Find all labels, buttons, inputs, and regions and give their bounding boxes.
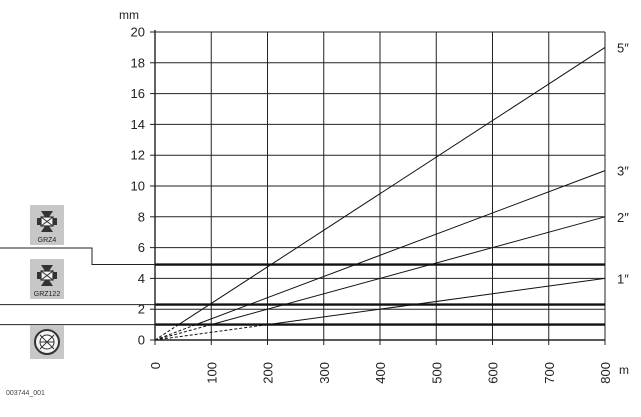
x-tick-label: 300 bbox=[317, 362, 332, 384]
prism-side bbox=[37, 272, 41, 279]
x-tick-label: 400 bbox=[373, 362, 388, 384]
y-tick-label: 2 bbox=[138, 302, 145, 317]
series-line-dashed bbox=[154, 324, 212, 341]
prism-base bbox=[41, 226, 53, 232]
series-line-dashed bbox=[154, 324, 268, 341]
grid bbox=[155, 31, 606, 340]
y-tick-label: 0 bbox=[138, 333, 145, 348]
y-tick-label: 16 bbox=[131, 86, 145, 101]
series-line bbox=[195, 170, 606, 326]
prism-grz4-icon: GRZ4 bbox=[30, 205, 64, 245]
y-tick-label: 10 bbox=[131, 179, 145, 194]
prism-side bbox=[53, 272, 57, 279]
y-tick-label: 8 bbox=[138, 209, 145, 224]
prism-side bbox=[53, 218, 57, 225]
x-tick-label: 700 bbox=[542, 362, 557, 384]
y-axis-label: mm bbox=[119, 8, 139, 22]
prism-base bbox=[41, 280, 53, 286]
axes bbox=[150, 30, 606, 345]
figure-id: 003744_001 bbox=[6, 390, 45, 397]
series-label: 1″ bbox=[617, 271, 629, 286]
x-tick-label: 600 bbox=[486, 362, 501, 384]
series-lines bbox=[154, 46, 606, 341]
prism-cross bbox=[40, 270, 54, 281]
round-prism-icon bbox=[30, 325, 64, 359]
series-line bbox=[211, 216, 606, 326]
series-line bbox=[178, 46, 606, 326]
y-tick-label: 12 bbox=[131, 148, 145, 163]
y-tick-label: 20 bbox=[131, 25, 145, 40]
x-tick-label: 0 bbox=[148, 362, 163, 369]
x-tick-label: 800 bbox=[598, 362, 613, 384]
x-tick-label: 500 bbox=[429, 362, 444, 384]
y-tick-label: 18 bbox=[131, 55, 145, 70]
x-tick-label: 100 bbox=[204, 362, 219, 384]
x-axis-label: m bbox=[619, 363, 629, 377]
prism-side bbox=[37, 218, 41, 225]
prism-cross bbox=[40, 216, 54, 227]
series-line-dashed bbox=[154, 324, 197, 341]
threshold-lines bbox=[0, 247, 605, 326]
prism-label: GRZ4 bbox=[38, 237, 57, 244]
prism-top bbox=[41, 211, 53, 217]
series-label: 2″ bbox=[617, 210, 629, 225]
prism-grz122-icon: GRZ122 bbox=[30, 259, 64, 299]
y-tick-label: 4 bbox=[138, 271, 145, 286]
series-line bbox=[267, 277, 606, 326]
series-label: 5″ bbox=[617, 40, 629, 55]
x-tick-label: 200 bbox=[261, 362, 276, 384]
prism-icons: GRZ4 GRZ122 bbox=[30, 205, 64, 359]
leader-line bbox=[0, 247, 155, 266]
y-tick-label: 14 bbox=[131, 117, 145, 132]
prism-top bbox=[41, 265, 53, 271]
y-tick-label: 6 bbox=[138, 240, 145, 255]
series-label: 3″ bbox=[617, 164, 629, 179]
prism-label: GRZ122 bbox=[34, 291, 61, 298]
